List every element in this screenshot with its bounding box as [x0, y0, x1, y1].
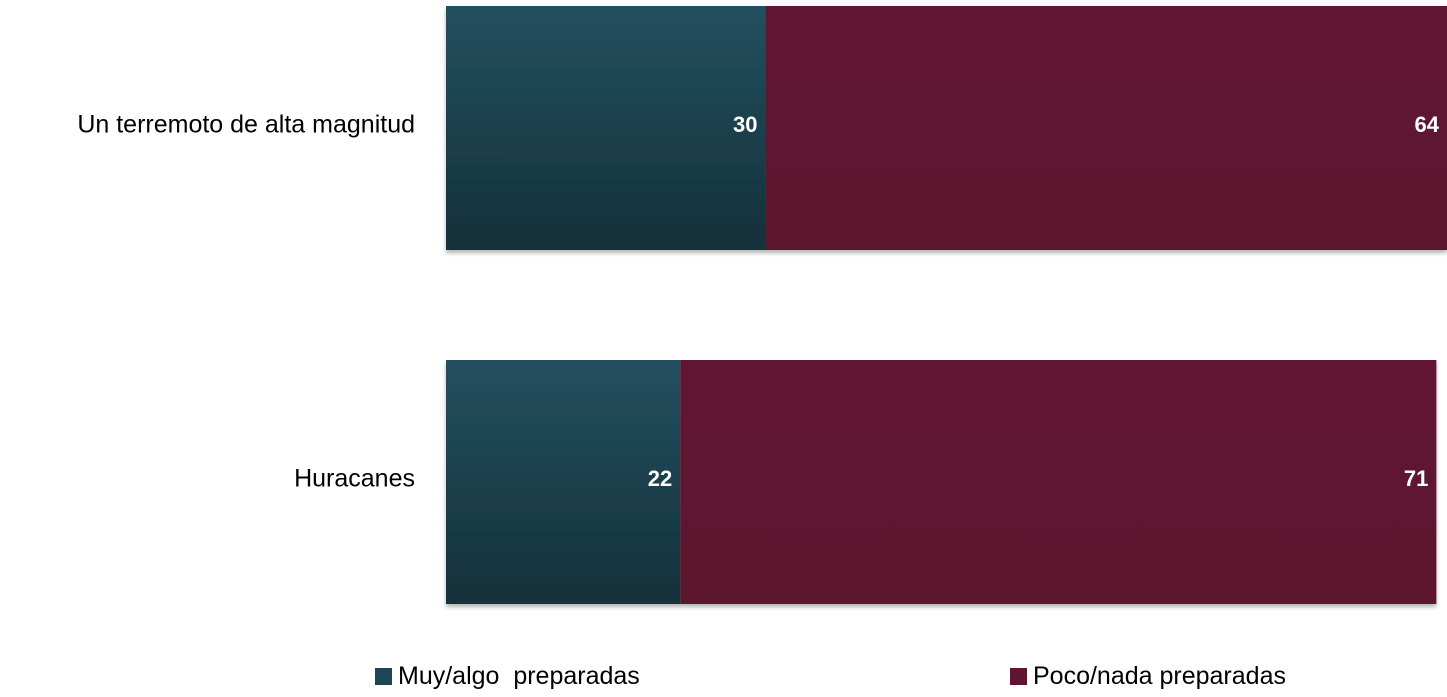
plot-area: Un terremoto de alta magnitud 30 64 Huracan…: [77, 6, 1447, 604]
legend-item-series-1: Poco/nada preparadas: [1010, 662, 1286, 691]
data-label-series-1-cat-0: 64: [1415, 112, 1440, 137]
legend-swatch-series-0: [375, 668, 392, 685]
legend-item-series-0: Muy/algo preparadas: [375, 662, 640, 691]
data-label-series-0-cat-0: 30: [733, 112, 757, 137]
bar-series-0-cat-1: [446, 360, 681, 604]
category-label-0: Un terremoto de alta magnitud: [77, 111, 415, 139]
legend-label-series-1: Poco/nada preparadas: [1033, 662, 1286, 690]
category-label-1: Huracanes: [294, 465, 415, 493]
data-label-series-1-cat-1: 71: [1404, 466, 1428, 491]
legend: Muy/algo preparadas Poco/nada preparadas: [0, 662, 1447, 694]
bar-series-0-cat-0: [446, 6, 766, 250]
bar-series-1-cat-0: [765, 6, 1447, 250]
bar-group-1: [446, 360, 1437, 604]
legend-label-series-0: Muy/algo preparadas: [398, 662, 640, 690]
legend-swatch-series-1: [1010, 668, 1027, 685]
bar-group-0: [446, 6, 1447, 250]
bar-series-1-cat-1: [680, 360, 1437, 604]
stacked-bar-chart: Un terremoto de alta magnitud 30 64 Huracan…: [77, 6, 1447, 604]
data-label-series-0-cat-1: 22: [648, 466, 672, 491]
